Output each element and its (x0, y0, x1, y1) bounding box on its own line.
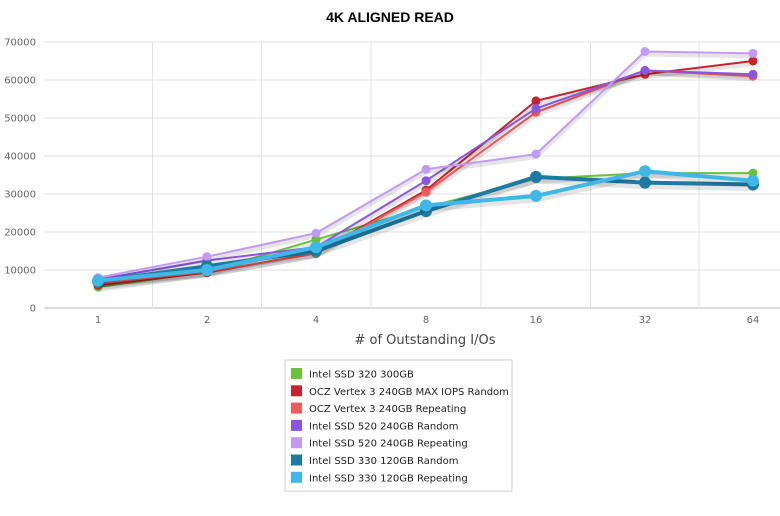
series-5 (93, 47, 758, 283)
y-tick-label: 30000 (4, 190, 36, 201)
data-point (202, 252, 212, 262)
data-point (201, 264, 213, 276)
y-tick-label: 50000 (4, 114, 36, 125)
data-point (421, 176, 431, 186)
x-axis: 1 2 4 8 16 32 64 (95, 315, 760, 326)
x-tick-label: 16 (530, 315, 543, 326)
data-point (420, 199, 432, 212)
x-tick-label: 2 (204, 315, 210, 326)
legend-label: Intel SSD 520 240GB Repeating (309, 439, 468, 450)
x-tick-label: 8 (423, 315, 429, 326)
data-point (311, 228, 321, 238)
series-layer (92, 47, 759, 293)
data-point (92, 274, 104, 287)
x-tick-label: 64 (747, 315, 760, 326)
legend-label: Intel SSD 330 120GB Repeating (309, 473, 468, 484)
y-tick-label: 10000 (4, 266, 36, 277)
data-point (748, 48, 758, 58)
legend-box (284, 359, 513, 492)
chart-title: 4K ALIGNED READ (326, 9, 454, 25)
data-point (421, 164, 431, 174)
legend-swatch (291, 368, 302, 379)
legend-swatch (291, 402, 302, 414)
data-point (531, 149, 541, 159)
data-point (531, 96, 541, 106)
legend-swatch (291, 454, 302, 466)
x-tick-label: 1 (95, 315, 101, 326)
legend-label: Intel SSD 330 120GB Random (309, 456, 458, 467)
legend-label: Intel SSD 320 300GB (309, 370, 414, 381)
y-tick-label: 60000 (4, 76, 36, 87)
x-axis-label: # of Outstanding I/Os (354, 333, 495, 348)
x-tick-label: 4 (313, 315, 319, 326)
y-tick-label: 70000 (4, 38, 36, 49)
data-point (530, 170, 542, 183)
data-point (310, 241, 322, 254)
x-tick-label: 32 (639, 315, 652, 326)
data-point (639, 165, 651, 178)
data-point (639, 176, 651, 189)
data-point (640, 66, 650, 75)
data-point (747, 174, 759, 187)
series-7 (92, 165, 759, 288)
legend: Intel SSD 320 300GB OCZ Vertex 3 240GB MA… (284, 359, 513, 492)
data-point (748, 69, 758, 79)
data-point (640, 47, 650, 56)
legend-label: OCZ Vertex 3 240GB Repeating (309, 404, 466, 415)
data-point (421, 187, 431, 197)
legend-swatch (291, 471, 302, 483)
data-point (531, 104, 541, 113)
y-axis: 0 10000 20000 30000 40000 50000 60000 70000 (4, 38, 36, 315)
legend-swatch (291, 419, 302, 431)
series-line (97, 50, 754, 279)
legend-swatch (291, 385, 302, 397)
legend-label: Intel SSD 520 240GB Random (309, 421, 458, 432)
y-tick-label: 40000 (4, 152, 36, 163)
legend-label: OCZ Vertex 3 240GB MAX IOPS Random (309, 387, 509, 398)
data-point (748, 56, 758, 66)
data-point (530, 189, 542, 202)
y-tick-label: 20000 (4, 228, 36, 239)
y-tick-label: 0 (30, 304, 36, 315)
legend-swatch (291, 437, 302, 449)
